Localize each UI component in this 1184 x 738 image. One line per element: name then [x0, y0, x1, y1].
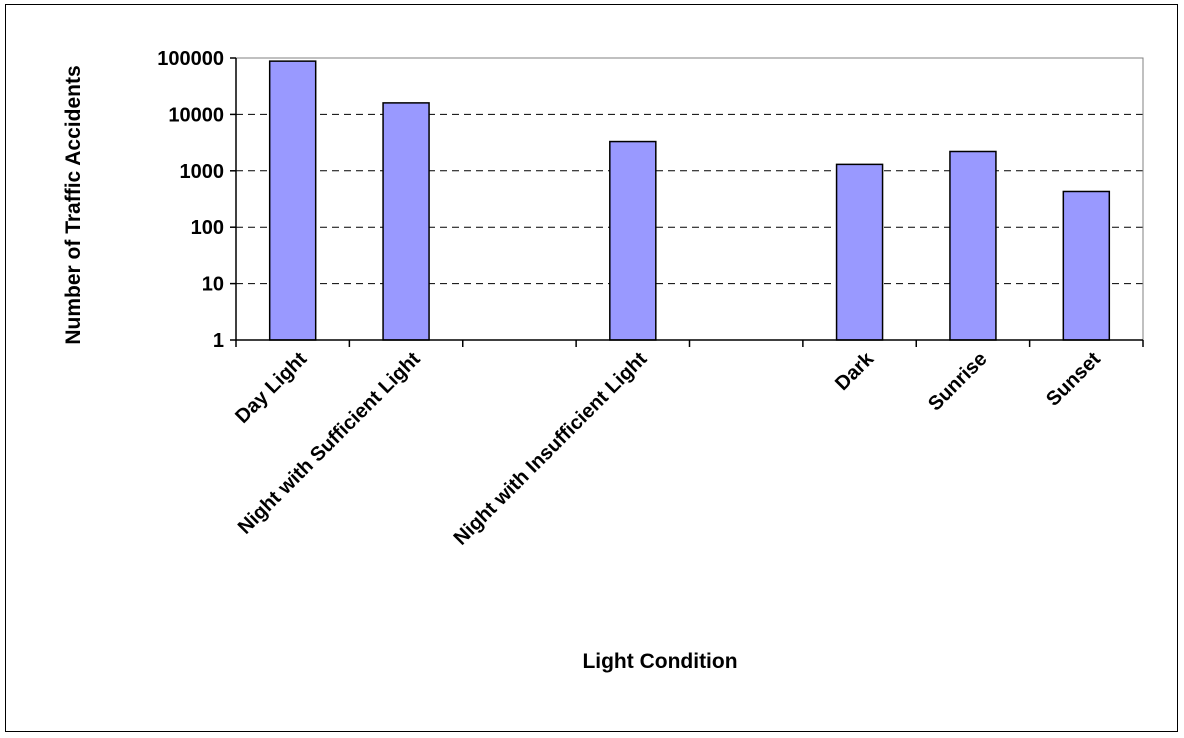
x-tick-label: Dark [831, 347, 879, 395]
chart-frame [5, 4, 1178, 732]
bar [268, 60, 317, 341]
y-axis-label: Number of Traffic Accidents [62, 65, 85, 344]
y-tick-labels: 1 10 100 1000 10000 100000 [157, 48, 224, 352]
x-tick-label: Night with Insufficient Light [450, 348, 652, 550]
x-tick-label: Sunrise [924, 348, 991, 415]
y-tick-label: 100000 [157, 48, 224, 70]
x-tick-label: Sunset [1042, 348, 1105, 411]
bar [609, 140, 657, 341]
gridlines [236, 57, 1143, 285]
y-tick-label: 10 [202, 274, 224, 296]
bars [268, 60, 1111, 341]
y-tick-label: 100 [191, 217, 224, 239]
x-axis-label: Light Condition [582, 650, 737, 673]
x-tick-label: Night with Sufficient Light [234, 348, 425, 539]
axes [230, 57, 1144, 347]
plot-area [235, 57, 1144, 341]
y-tick-label: 1 [213, 330, 224, 352]
x-tick-label: Day Light [231, 348, 311, 428]
y-tick-label: 10000 [168, 104, 224, 126]
bar [382, 102, 430, 341]
bar [835, 163, 884, 341]
y-tick-label: 1000 [180, 161, 225, 183]
bar [949, 150, 997, 341]
bar [1062, 190, 1111, 341]
